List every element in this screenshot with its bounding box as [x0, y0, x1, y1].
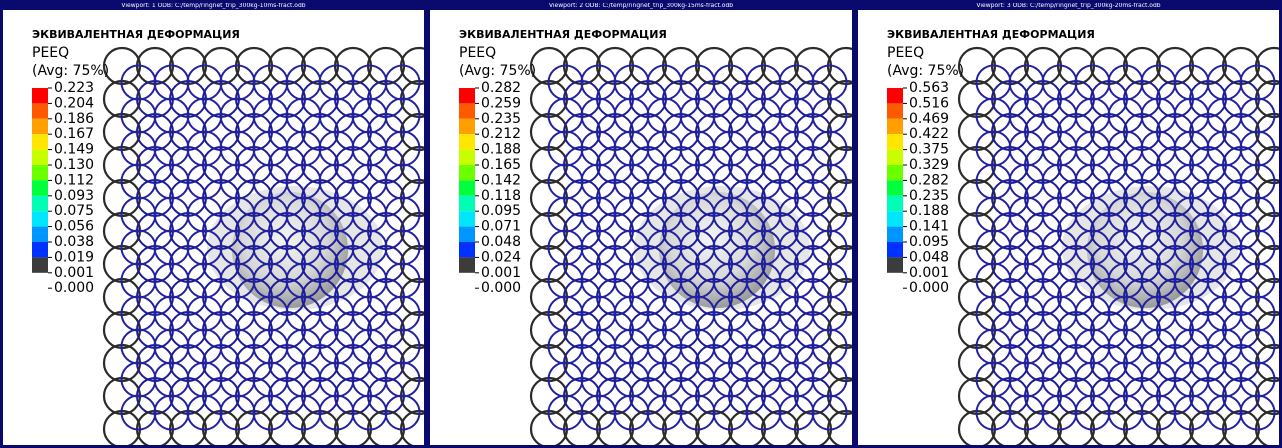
legend-swatch [887, 180, 903, 195]
legend-value: 0.001 [909, 265, 949, 281]
legend-value: 0.071 [481, 219, 521, 235]
legend-swatch [459, 242, 475, 257]
legend-value: 0.149 [54, 142, 94, 158]
legend-value: 0.167 [54, 126, 94, 142]
legend-value: 0.188 [909, 203, 949, 219]
legend-swatch [459, 119, 475, 134]
legend-value: 0.000 [909, 280, 949, 296]
legend-value: 0.422 [909, 126, 949, 142]
legend-value: 0.118 [481, 188, 521, 204]
legend-value: 0.165 [481, 157, 521, 173]
legend-value: 0.282 [481, 80, 521, 96]
legend-swatch [459, 103, 475, 118]
legend-value: 0.142 [481, 172, 521, 188]
legend-value: 0.075 [54, 203, 94, 219]
legend-averaging: (Avg: 75%) [32, 63, 109, 79]
legend-value: 0.259 [481, 95, 521, 111]
legend-heading: ЭКВИВАЛЕНТНАЯ ДЕФОРМАЦИЯ [887, 28, 1095, 41]
legend-variable: PEEQ [32, 45, 69, 61]
legend-value: 0.038 [54, 234, 94, 250]
legend-value: 0.019 [54, 249, 94, 265]
legend-swatch [887, 257, 903, 272]
legend-value: 0.204 [54, 95, 94, 111]
ring-net [531, 48, 864, 447]
legend-swatch [887, 242, 903, 257]
legend-value: 0.000 [54, 280, 94, 296]
title-bar-text: Viewport: 1 ODB: C:/temp/ringnet_trip_30… [121, 2, 305, 9]
title-bar-text: Viewport: 3 ODB: C:/temp/ringnet_trip_30… [976, 2, 1160, 9]
legend-swatch [32, 165, 48, 180]
legend-swatch [459, 196, 475, 211]
legend-value: 0.188 [481, 142, 521, 158]
legend-value: 0.095 [909, 234, 949, 250]
legend-value: 0.186 [54, 111, 94, 127]
legend-swatch [32, 119, 48, 134]
legend-swatch [459, 165, 475, 180]
page: Viewport: 1 ODB: C:/temp/ringnet_trip_30… [0, 0, 1282, 448]
legend-value: 0.235 [481, 111, 521, 127]
legend-value: 0.130 [54, 157, 94, 173]
legend-swatch [887, 103, 903, 118]
legend-value: 0.048 [481, 234, 521, 250]
legend-averaging: (Avg: 75%) [459, 63, 536, 79]
legend-averaging: (Avg: 75%) [887, 63, 964, 79]
legend-swatch [887, 88, 903, 103]
viewport: Viewport: 1 ODB: C:/temp/ringnet_trip_30… [0, 0, 437, 448]
legend-value: 0.375 [909, 142, 949, 158]
legend-swatch [32, 211, 48, 226]
legend-value: 0.001 [481, 265, 521, 281]
legend-swatch [887, 150, 903, 165]
legend-swatch [459, 227, 475, 242]
legend-swatch [32, 196, 48, 211]
ring-net [104, 48, 437, 447]
legend-value: 0.093 [54, 188, 94, 204]
legend-value: 0.056 [54, 219, 94, 235]
legend-swatch [459, 134, 475, 149]
legend-value: 0.112 [54, 172, 94, 188]
legend-swatch [887, 165, 903, 180]
legend-swatch [459, 257, 475, 272]
legend-value: 0.563 [909, 80, 949, 96]
legend-value: 0.095 [481, 203, 521, 219]
legend-value: 0.469 [909, 111, 949, 127]
title-bar-text: Viewport: 2 ODB: C:/temp/ringnet_trip_30… [549, 2, 733, 9]
legend-swatch [32, 257, 48, 272]
legend-variable: PEEQ [459, 45, 496, 61]
viewport: Viewport: 3 ODB: C:/temp/ringnet_trip_30… [855, 0, 1282, 448]
legend-value: 0.235 [909, 188, 949, 204]
legend-swatch [887, 119, 903, 134]
legend-value: 0.000 [481, 280, 521, 296]
legend-value: 0.212 [481, 126, 521, 142]
legend-heading: ЭКВИВАЛЕНТНАЯ ДЕФОРМАЦИЯ [32, 28, 240, 41]
legend-swatch [32, 103, 48, 118]
legend-swatch [887, 196, 903, 211]
legend-swatch [32, 134, 48, 149]
legend-value: 0.024 [481, 249, 521, 265]
legend-swatch [32, 88, 48, 103]
legend-heading: ЭКВИВАЛЕНТНАЯ ДЕФОРМАЦИЯ [459, 28, 667, 41]
legend-value: 0.329 [909, 157, 949, 173]
legend-swatch [459, 211, 475, 226]
viewport: Viewport: 2 ODB: C:/temp/ringnet_trip_30… [427, 0, 864, 448]
legend-value: 0.282 [909, 172, 949, 188]
legend-swatch [32, 242, 48, 257]
legend-swatch [887, 227, 903, 242]
legend-value: 0.001 [54, 265, 94, 281]
legend-swatch [459, 150, 475, 165]
legend-value: 0.516 [909, 95, 949, 111]
legend-swatch [32, 180, 48, 195]
legend-swatch [459, 180, 475, 195]
legend-variable: PEEQ [887, 45, 924, 61]
legend-swatch [887, 134, 903, 149]
viewport-area: Viewport: 1 ODB: C:/temp/ringnet_trip_30… [0, 0, 1282, 448]
legend-swatch [32, 150, 48, 165]
legend-value: 0.048 [909, 249, 949, 265]
legend-swatch [32, 227, 48, 242]
legend-swatch [459, 88, 475, 103]
legend-value: 0.141 [909, 219, 949, 235]
legend-value: 0.223 [54, 80, 94, 96]
legend-swatch [887, 211, 903, 226]
